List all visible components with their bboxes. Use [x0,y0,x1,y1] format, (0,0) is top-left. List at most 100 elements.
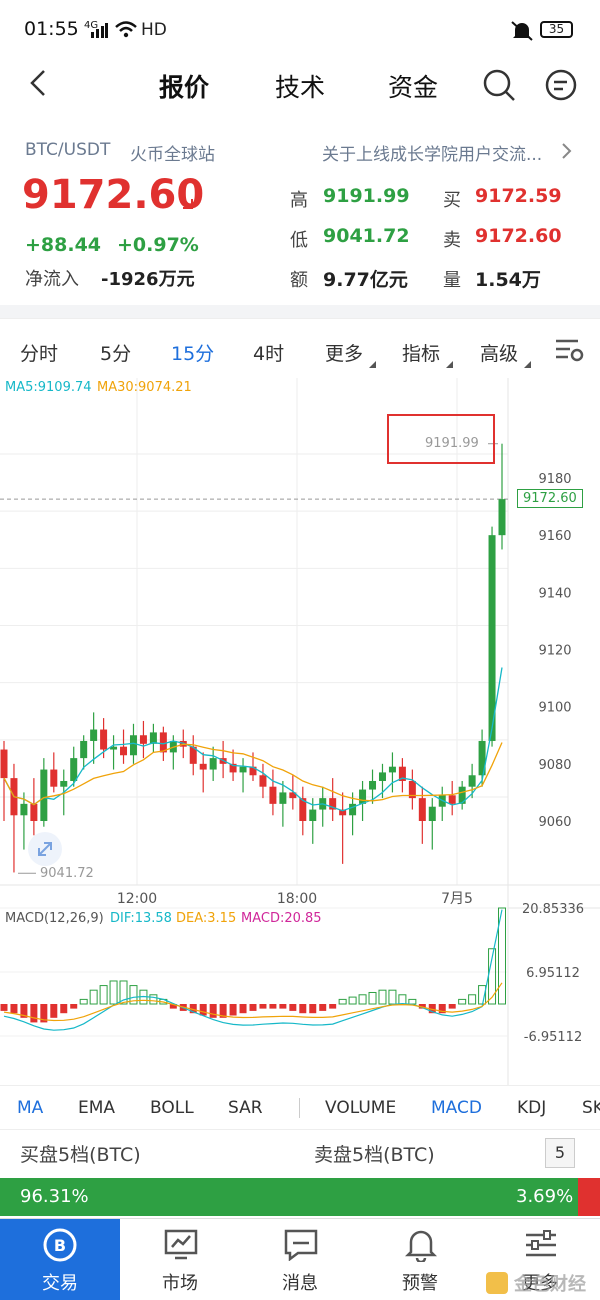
price-change: +88.44 [25,234,102,256]
tab-technical[interactable]: 技术 [275,73,326,102]
macd-bar [458,998,467,1005]
bottom-nav-market[interactable]: 市场 [120,1219,240,1300]
period-more[interactable]: 更多 [325,343,364,365]
notice-link[interactable]: 关于上线成长学院用户交流... [322,145,543,165]
caret-icon [524,353,531,372]
candle-body [189,746,197,764]
macd-bar [109,980,118,1005]
candle-body [359,789,367,804]
chat-icon[interactable] [544,68,580,106]
ask-ratio-fill [578,1178,600,1216]
price-axis-label: 9060 [538,815,571,830]
hd-badge: HD [141,20,167,40]
chevron-right-icon[interactable] [560,142,572,164]
macd-bar [239,1004,247,1014]
macd-bar [149,994,158,1005]
indicator-volume[interactable]: VOLUME [325,1098,397,1118]
search-icon[interactable] [482,68,516,106]
indicator-macd[interactable]: MACD [431,1098,482,1118]
caret-icon [446,353,453,372]
candle-body [468,775,476,787]
candle-body [398,766,406,781]
battery-level: 35 [548,22,565,36]
period-advanced[interactable]: 高级 [480,343,519,365]
high-marker-box [387,414,495,464]
macd-bar [169,1004,177,1009]
macd-bar [30,1004,38,1023]
period-indicators[interactable]: 指标 [402,343,441,365]
macd-bar [0,1004,8,1011]
ma5-legend: MA5:9109.74 [5,380,92,395]
chart-settings-icon[interactable] [554,337,584,367]
candle-body [259,775,267,787]
volume-value: 1.54万 [475,269,541,291]
buy-sell-ratio-bar: 96.31% 3.69% [0,1178,600,1216]
indicator-divider [299,1098,300,1118]
macd-bar [219,1004,227,1018]
indicator-sar[interactable]: SAR [228,1098,263,1118]
macd-dea-line [3,982,503,1022]
period-4h[interactable]: 4时 [253,343,285,365]
macd-bar [259,1004,267,1009]
macd-bar [40,1004,48,1023]
candle-body [279,792,287,804]
indicator-kdj[interactable]: KDJ [517,1098,547,1118]
macd-title: MACD(12,26,9) [5,911,104,926]
depth-selector[interactable]: 5 [545,1138,575,1168]
period-15m[interactable]: 15分 [171,343,215,365]
arrow-down-right-icon [177,193,195,215]
candle-body [90,729,98,741]
candle-body [60,780,68,787]
macd-bar [229,1004,237,1016]
book-divider [0,1129,600,1130]
period-5m[interactable]: 5分 [100,343,132,365]
price-axis-label: 9180 [538,472,571,487]
candle-body [309,809,317,821]
indicator-sk[interactable]: SK [582,1098,600,1118]
candle-body [478,740,486,776]
watermark-icon [486,1272,508,1294]
macd-bar [20,1004,28,1018]
macd-dif: DIF:13.58 [110,911,172,926]
exchange-name: 火币全球站 [130,145,215,165]
macd-bar [368,991,377,1005]
macd-axis-label: -6.95112 [524,1030,582,1045]
candle-body [289,792,297,799]
bottom-nav-alerts[interactable]: 预警 [360,1219,480,1300]
status-bar: 01:55 4G HD 35 [0,0,600,60]
indicator-ema[interactable]: EMA [78,1098,116,1118]
tab-funds[interactable]: 资金 [388,73,439,102]
high-value: 9191.99 [323,185,410,207]
bid-ratio-fill [0,1178,578,1216]
mute-icon [510,20,534,46]
candle-body [378,772,386,781]
time-axis-label: 18:00 [277,891,317,907]
bottom-nav-label: 更多 [522,1273,558,1294]
macd-bar [249,1004,257,1011]
macd-bar [319,1004,327,1011]
candle-body [229,763,237,773]
candlestick-chart[interactable]: 9180 9160 9140 9120 9100 9080 9060 12:00 18:00 7月… [0,378,600,1085]
macd-bar [189,1004,197,1014]
back-icon[interactable] [28,68,48,102]
watermark-text: 金色财经 [514,1274,586,1295]
bottom-nav-more[interactable]: 更多 [480,1219,600,1300]
time-axis-label: 7月5 [441,891,473,907]
indicator-boll[interactable]: BOLL [150,1098,194,1118]
period-timeshare[interactable]: 分时 [20,343,59,365]
candle-body [100,729,108,750]
message-icon [284,1229,318,1265]
macd-bar [408,998,417,1005]
macd-bar [299,1004,307,1014]
macd-axis-label: 20.85336 [522,902,584,917]
tab-quote[interactable]: 报价 [159,73,210,102]
expand-icon[interactable] [28,832,62,866]
macd-bar [79,998,88,1005]
price-change-pct: +0.97% [117,234,199,256]
bottom-nav-messages[interactable]: 消息 [240,1219,360,1300]
bottom-nav-trade[interactable]: B 交易 [0,1219,120,1300]
candle-body [418,798,426,821]
candle-body [120,746,128,756]
indicator-ma[interactable]: MA [17,1098,44,1118]
low-label: 低 [290,230,308,251]
